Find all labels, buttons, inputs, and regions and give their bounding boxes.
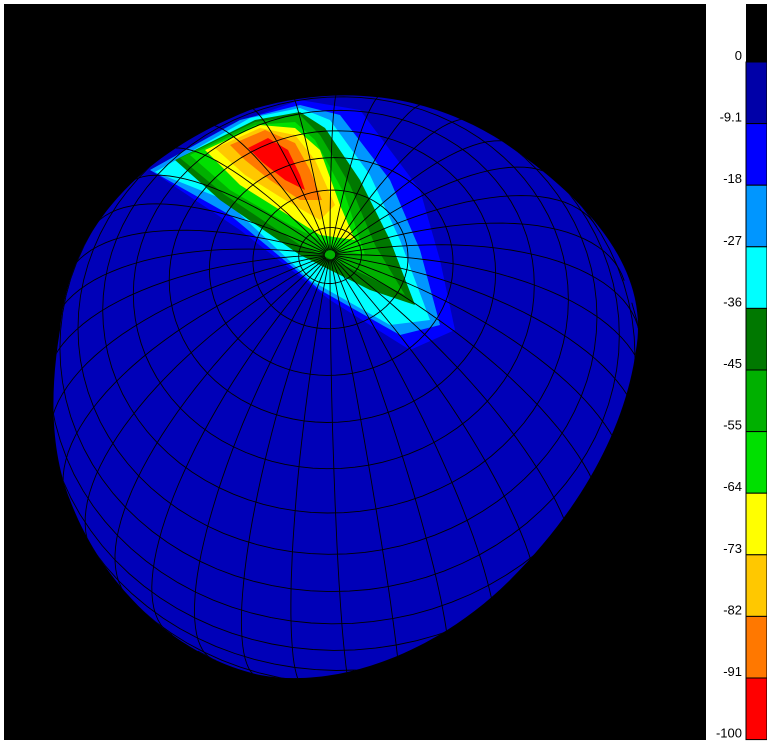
legend-swatch [746, 308, 767, 370]
legend-swatch [746, 370, 767, 432]
legend-label: -73 [723, 541, 742, 556]
legend-label: -91 [723, 664, 742, 679]
legend-swatch [746, 185, 767, 247]
legend-label: -45 [723, 356, 742, 371]
legend-label: -27 [723, 233, 742, 248]
legend-label: 0 [735, 48, 742, 63]
legend-swatch [746, 124, 767, 186]
legend-label: -55 [723, 418, 742, 433]
legend-swatch [746, 493, 767, 555]
page: 0-9.1-18-27-36-45-55-64-73-82-91-100 (()… [0, 0, 767, 743]
legend-swatch [746, 678, 767, 740]
contour-view: 0 -9.1 -18 -27 -36 -45 -55 -64 -73 -82 -91 -100 [0, 0, 767, 743]
legend-label: -18 [723, 171, 742, 186]
legend-label: -82 [723, 602, 742, 617]
legend-top [746, 4, 767, 62]
legend-swatch [746, 247, 767, 309]
legend-label: -36 [723, 294, 742, 309]
legend-swatch [746, 555, 767, 617]
legend-swatch [746, 616, 767, 678]
legend-swatch [746, 432, 767, 494]
legend-label: -9.1 [720, 110, 742, 125]
legend-label: -64 [723, 479, 742, 494]
legend-label: -100 [716, 726, 742, 741]
legend-swatch [746, 62, 767, 124]
